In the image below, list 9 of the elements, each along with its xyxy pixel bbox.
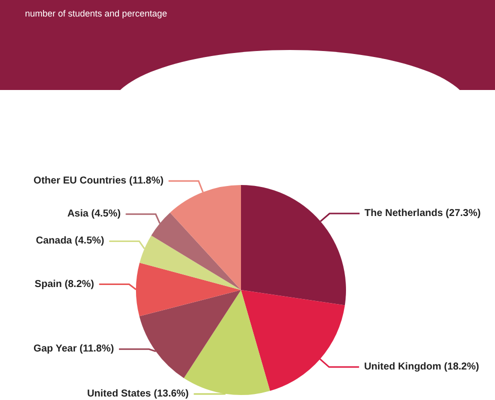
slice-label: United States (13.6%) — [87, 388, 189, 400]
slice-label: Asia (4.5%) — [67, 208, 121, 220]
slice-label: The Netherlands (27.3%) — [364, 208, 481, 220]
slice-label: Gap Year (11.8%) — [34, 344, 114, 355]
slice-label: Other EU Countries (11.8%) — [34, 175, 164, 186]
chart-subtitle: number of students and percentage — [25, 8, 168, 18]
slice-label: Spain (8.2%) — [34, 278, 94, 290]
slice-label: Canada (4.5%) — [36, 236, 104, 247]
slice-label: United Kingdom (18.2%) — [364, 362, 480, 373]
